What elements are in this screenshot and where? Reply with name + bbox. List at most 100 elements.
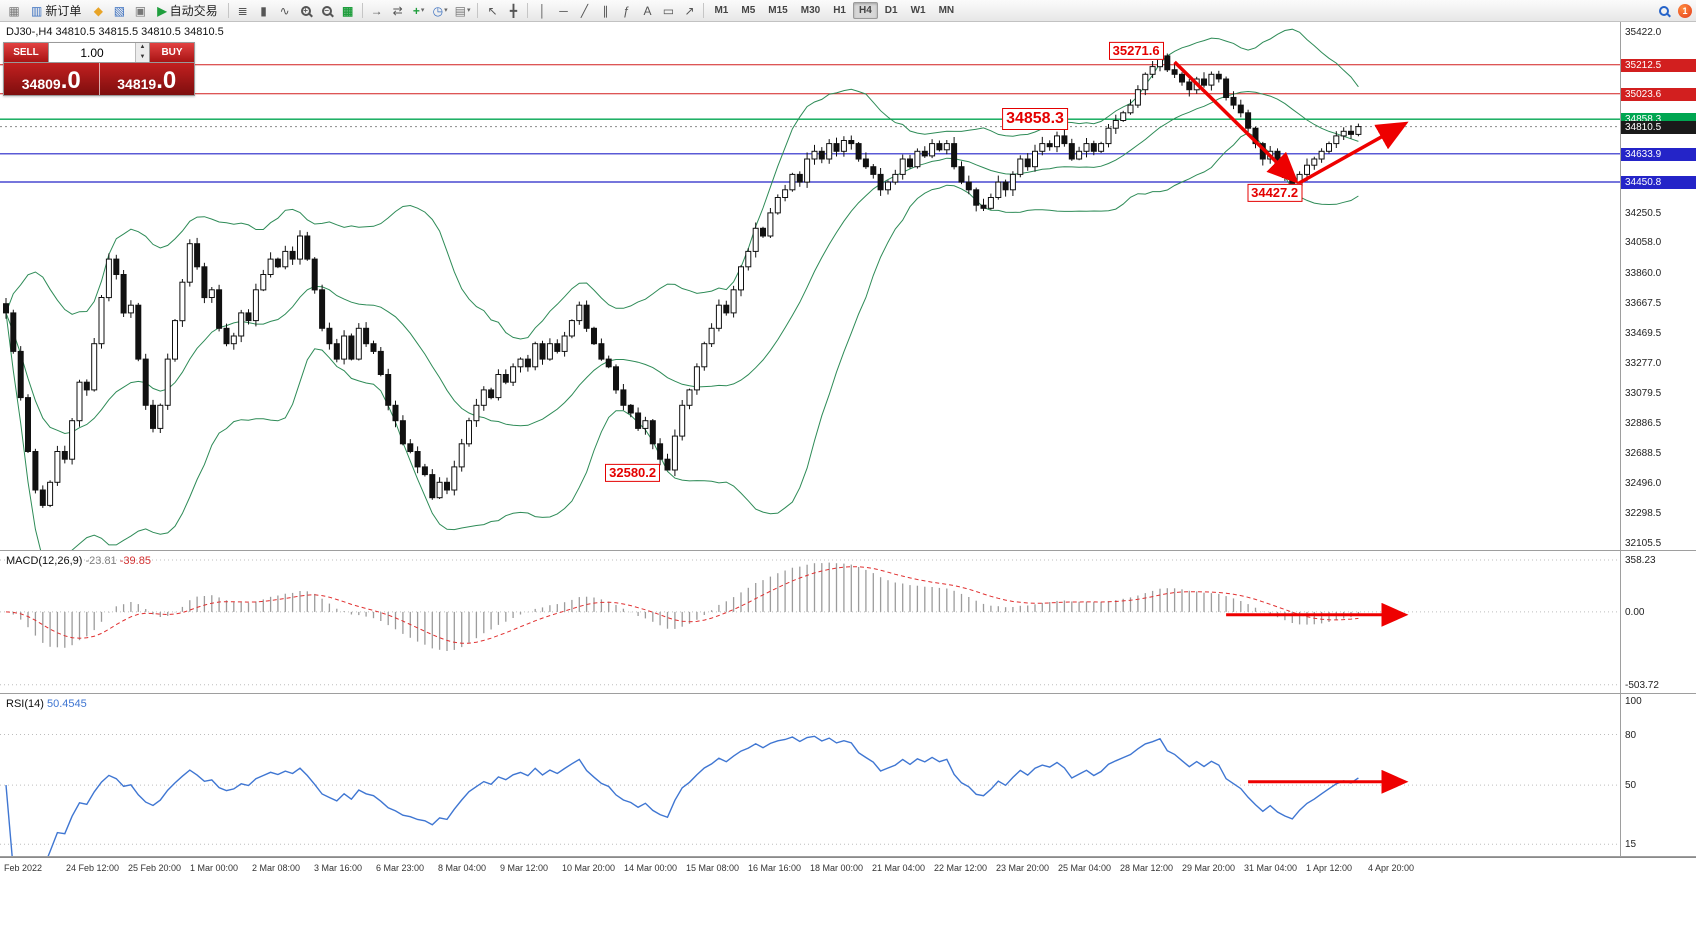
time-tick: 1 Mar 00:00 [190,863,239,873]
zoom-in-icon[interactable]: + [296,2,316,20]
rsi-plot[interactable] [0,694,1620,856]
sell-price[interactable]: 34809.0 [4,63,100,95]
timeframe-button-h1[interactable]: H1 [833,5,846,16]
timeframe-button-mn[interactable]: MN [938,5,955,16]
fibonacci-tool-icon[interactable]: ƒ [623,3,630,18]
time-tick: 18 Mar 00:00 [810,863,864,873]
time-tick: 4 Apr 20:00 [1368,863,1415,873]
text-tool-icon[interactable]: A [643,3,652,18]
notification-badge[interactable]: 1 [1678,3,1692,18]
label-tool-icon[interactable]: ▭ [662,3,675,18]
macd-main-value: -23.81 [85,555,117,567]
time-tick: 9 Mar 12:00 [500,863,549,873]
auto-scroll-icon[interactable]: → [370,3,383,18]
price-tick: 32886.5 [1625,417,1662,429]
channel-tool-icon[interactable]: ∥ [602,3,609,18]
chevron-down-icon: ▾ [444,7,448,14]
main-chart-plot[interactable] [0,22,1620,550]
tile-windows-icon[interactable]: ▦ [341,3,354,18]
new-chart-icon[interactable]: ▦ [8,3,20,18]
template-icon: ▤ [454,3,466,18]
chart-region: 35422.0 34250.5 34058.0 33860.0 33667.5 33469… [0,22,1696,879]
volume-stepper: ▲ ▼ [48,43,150,62]
price-line-mark: 34633.9 [1621,147,1696,161]
timeframe-button-m15[interactable]: M15 [768,5,788,16]
candlestick-chart-icon[interactable]: ▮ [260,3,267,18]
time-tick: 21 Mar 04:00 [872,863,926,873]
main-chart-pane[interactable]: 35422.0 34250.5 34058.0 33860.0 33667.5 33469… [0,22,1696,551]
arrow-tool-icon[interactable]: ↗ [684,3,695,18]
rsi-tick: 100 [1625,695,1642,707]
price-annotation[interactable]: 32580.2 [605,463,661,483]
price-annotation[interactable]: 34858.3 [1002,108,1068,131]
zoom-out-icon[interactable]: − [317,2,337,20]
bars-chart-icon[interactable]: ≣ [237,3,248,18]
chart-ohlc-label: DJ30-,H4 34810.5 34815.5 34810.5 34810.5 [6,26,224,38]
time-axis[interactable]: Feb 2022 24 Feb 12:00 25 Feb 20:00 1 Mar 00… [0,857,1696,879]
macd-plot[interactable] [0,551,1620,693]
cursor-icon[interactable]: ↖ [487,3,498,18]
price-tick: 33667.5 [1625,297,1662,309]
time-tick: 23 Mar 20:00 [996,863,1050,873]
horizontal-line-tool-icon[interactable]: ─ [559,3,568,18]
volume-down-button[interactable]: ▼ [136,52,149,62]
volume-up-button[interactable]: ▲ [136,43,149,53]
macd-axis: 358.23 0.00 -503.72 [1620,551,1696,693]
one-click-trading-panel: SELL ▲ ▼ BUY 34809.0 34819.0 [3,42,195,96]
price-axis[interactable]: 35422.0 34250.5 34058.0 33860.0 33667.5 33469… [1620,22,1696,550]
price-tick: 35422.0 [1625,27,1662,39]
time-tick: 1 Apr 12:00 [1306,863,1353,873]
toolbar-separator [527,3,529,18]
buy-price[interactable]: 34819.0 [117,67,177,95]
timeframe-button-h4[interactable]: H4 [852,2,878,19]
search-icon[interactable] [1654,2,1674,20]
toolbar-separator [703,3,705,18]
time-tick: 8 Mar 04:00 [438,863,487,873]
vertical-line-tool-icon[interactable]: │ [538,3,547,18]
new-order-button[interactable]: ▥ 新订单 [25,2,87,20]
timeframe-button-m5[interactable]: M5 [741,5,756,16]
templates-button[interactable]: ▤ ▾ [452,2,474,20]
price-tick: 33860.0 [1625,267,1662,279]
rsi-pane[interactable]: 100 80 50 15 RSI(14) 50.4545 [0,694,1696,857]
price-tick: 32688.5 [1625,448,1662,460]
favorites-icon[interactable]: ◆ [93,3,103,18]
macd-tick: 358.23 [1625,554,1656,566]
timeframe-button-m1[interactable]: M1 [714,5,729,16]
time-tick: 28 Mar 12:00 [1120,863,1174,873]
chevron-down-icon: ▾ [420,7,425,14]
trendline-tool-icon[interactable]: ╱ [580,3,589,18]
indicators-button[interactable]: + ▾ [409,2,429,20]
timeframe-button-w1[interactable]: W1 [910,5,926,16]
main-toolbar: ▦ ▥ 新订单 ◆ ▧ ▣ ▶ 自动交易 ≣ ▮ ∿ + − ▦ → ⇄ + ▾ … [0,0,1696,22]
price-annotation[interactable]: 34427.2 [1247,183,1303,202]
order-form-icon: ▥ [31,3,43,18]
crosshair-icon[interactable]: ╋ [509,3,518,18]
buy-button[interactable]: BUY [150,43,194,62]
auto-trading-button[interactable]: ▶ 自动交易 [151,2,223,20]
periods-button[interactable]: ◷ ▾ [430,2,451,20]
rsi-tick: 15 [1625,839,1637,851]
rsi-label: RSI(14) 50.4545 [6,698,87,710]
rsi-axis: 100 80 50 15 [1620,694,1696,856]
price-tick: 34058.0 [1625,237,1662,249]
price-tick: 32298.5 [1625,508,1662,520]
volume-input[interactable] [49,43,135,62]
play-icon: ▶ [157,3,167,18]
price-annotation[interactable]: 35271.6 [1108,42,1164,61]
profiles-icon[interactable]: ▧ [113,3,126,18]
macd-label: MACD(12,26,9) -23.81 -39.85 [6,555,151,567]
rsi-tick: 50 [1625,780,1637,792]
chart-shift-icon[interactable]: ⇄ [392,3,403,18]
time-tick: 24 Feb 12:00 [66,863,120,873]
line-chart-icon[interactable]: ∿ [279,3,290,18]
window-icon[interactable]: ▣ [134,3,147,18]
timeframe-button-m30[interactable]: M30 [800,5,821,16]
toolbar-separator [477,3,479,18]
macd-pane[interactable]: 358.23 0.00 -503.72 MACD(12,26,9) -23.81 -… [0,551,1696,694]
time-tick: 22 Mar 12:00 [934,863,988,873]
sell-button[interactable]: SELL [4,43,48,62]
timeframe-button-d1[interactable]: D1 [884,5,898,16]
price-tick: 32496.0 [1625,477,1662,489]
price-tick: 33079.5 [1625,388,1662,400]
